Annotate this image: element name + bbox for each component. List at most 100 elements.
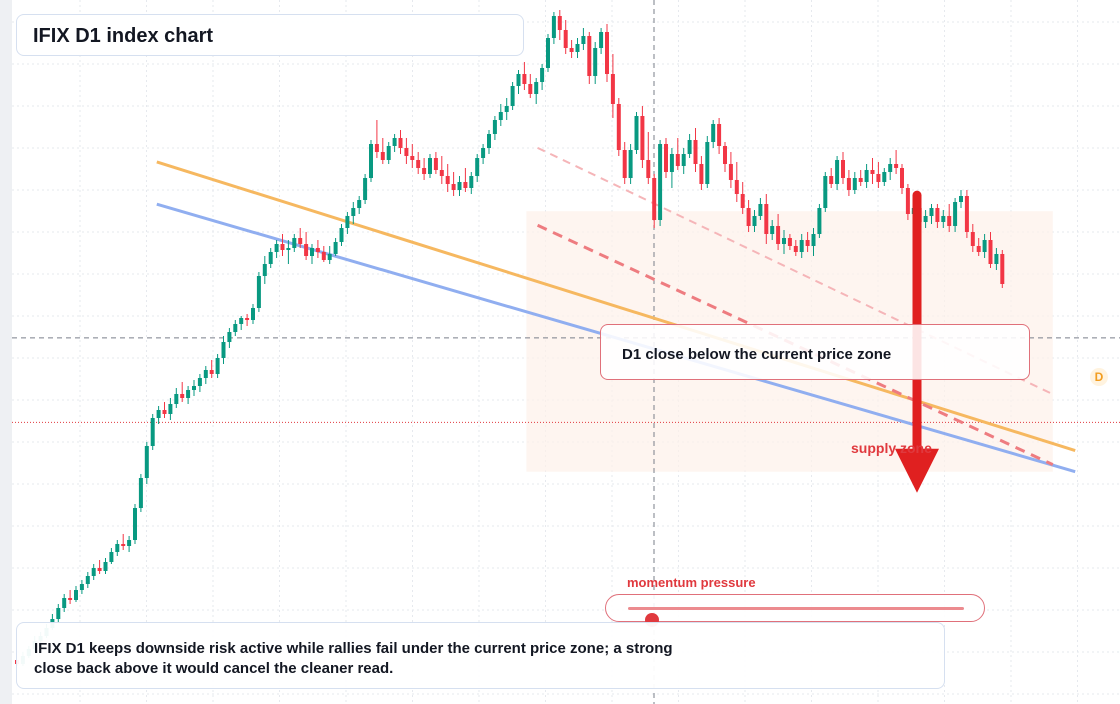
candle-body: [811, 234, 816, 246]
candle-body: [445, 176, 450, 184]
candle-body: [935, 208, 940, 222]
candle-body: [646, 160, 651, 178]
candle-body: [469, 176, 474, 188]
candle-body: [268, 252, 273, 264]
candle-body: [988, 240, 993, 264]
candle-body: [658, 144, 663, 220]
candle-body: [274, 244, 279, 252]
candle-body: [640, 116, 645, 160]
candle-body: [215, 358, 220, 374]
candle-body: [333, 242, 338, 254]
candle-body: [150, 418, 155, 446]
candle-body: [876, 174, 881, 182]
candle-body: [74, 590, 78, 600]
candle-body: [970, 232, 975, 246]
candle-body: [540, 68, 545, 82]
candle-body: [959, 196, 963, 202]
candle-body: [746, 208, 751, 226]
chart-title: IFIX D1 index chart: [33, 25, 214, 47]
arrow-head: [895, 448, 939, 493]
candle-body: [404, 148, 409, 156]
candle-body: [369, 144, 373, 178]
candle-body: [728, 164, 733, 180]
candle-body: [888, 164, 893, 172]
candle-body: [144, 446, 149, 478]
candle-body: [256, 276, 261, 308]
candle-body: [492, 120, 497, 134]
momentum-label: momentum pressure: [627, 575, 756, 590]
candle-body: [315, 248, 320, 252]
candle-body: [929, 208, 934, 216]
candle-body: [770, 226, 775, 234]
candle-body: [127, 540, 132, 546]
candle-body: [504, 106, 509, 112]
title-panel: IFIX D1 index chart: [16, 14, 524, 56]
momentum-gauge: [605, 594, 985, 627]
candle-body: [829, 176, 834, 184]
candle-body: [687, 140, 692, 154]
candle-body: [705, 142, 710, 184]
candle-body: [699, 164, 704, 184]
candle-body: [835, 160, 840, 184]
candle-body: [156, 410, 161, 418]
candle-body: [416, 160, 421, 168]
candle-body: [310, 248, 314, 256]
candle-body: [56, 608, 61, 619]
candle-body: [846, 178, 851, 190]
timeframe-badge[interactable]: D: [1090, 368, 1108, 386]
candle-body: [68, 598, 73, 600]
candle-body: [386, 146, 391, 160]
candle-body: [776, 226, 781, 244]
candle-body: [203, 370, 208, 378]
candle-body: [947, 216, 952, 226]
candle-body: [392, 138, 397, 146]
candle-body: [782, 238, 786, 244]
analysis-note-panel: IFIX D1 keeps downside risk active while…: [16, 622, 945, 689]
candle-body: [740, 194, 745, 208]
candle-body: [422, 168, 427, 174]
candle-body: [587, 36, 592, 76]
candle-body: [593, 48, 598, 76]
candle-body: [799, 240, 804, 252]
candle-body: [475, 158, 480, 176]
candle-body: [652, 178, 657, 220]
candle-body: [1000, 254, 1005, 284]
candle-body: [675, 154, 680, 166]
candle-body: [209, 370, 214, 374]
candle-body: [428, 158, 432, 174]
candle-body: [363, 178, 368, 200]
candle-body: [528, 84, 533, 94]
candle-body: [551, 16, 556, 38]
candle-body: [321, 252, 326, 260]
candle-body: [516, 74, 521, 86]
candle-body: [481, 148, 486, 158]
candle-body: [610, 74, 615, 104]
candle-body: [91, 568, 96, 576]
candle-body: [168, 404, 173, 414]
candle-body: [498, 112, 503, 120]
candle-body: [351, 208, 356, 216]
candle-body: [964, 196, 969, 232]
candle-body: [197, 378, 202, 386]
candle-body: [221, 342, 226, 358]
candle-body: [85, 576, 90, 584]
candle-body: [817, 208, 822, 234]
supply-zone-label: supply zone: [851, 440, 932, 456]
candle-body: [286, 248, 291, 250]
candle-body: [823, 176, 828, 208]
candle-body: [304, 244, 309, 256]
candle-body: [734, 180, 739, 194]
candle-body: [669, 154, 674, 172]
callout-text: D1 close below the current price zone: [622, 346, 892, 363]
candle-body: [357, 200, 362, 208]
candle-body: [433, 158, 438, 170]
candle-body: [953, 202, 958, 226]
analysis-note: IFIX D1 keeps downside risk active while…: [34, 640, 673, 677]
candle-body: [327, 254, 332, 260]
candle-body: [339, 228, 344, 242]
trendline-red-dashed: [536, 223, 1054, 467]
candle-body: [717, 124, 722, 146]
candle-body: [374, 144, 379, 152]
candle-body: [841, 160, 845, 178]
candle-body: [62, 598, 67, 608]
